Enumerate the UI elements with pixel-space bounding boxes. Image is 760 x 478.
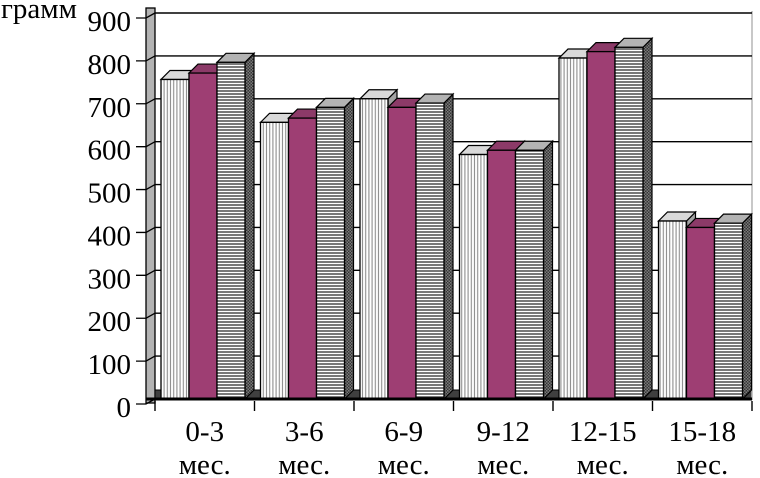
y-tick-100 [136, 355, 156, 362]
y-tick-500 [136, 183, 156, 191]
bar-s1-9-12 [458, 153, 489, 400]
bar-s3-0-3 [216, 61, 246, 400]
y-tick-label-900: 900 [88, 6, 132, 38]
bar-s2-0-3 [188, 72, 218, 400]
y-tick-label-600: 600 [88, 135, 132, 167]
y-tick-label-400: 400 [88, 220, 132, 252]
y-tick-label-100: 100 [88, 349, 132, 381]
y-tick-200 [136, 312, 156, 319]
x-category-unit-0-3: мес. [179, 449, 231, 478]
bar-s1-6-9 [359, 98, 389, 400]
bar-side-s3-15-18 [741, 212, 753, 401]
bar-s3-9-12 [514, 149, 545, 400]
bar-side-s3-0-3 [244, 51, 255, 401]
y-axis-unit-label: грамм [1, 0, 77, 25]
x-category-label-12-15: 12-15 [569, 416, 637, 448]
x-category-label-0-3: 0-3 [185, 416, 224, 448]
y-tick-900 [136, 12, 156, 19]
bar-s1-3-6 [259, 121, 290, 400]
bar-s3-6-9 [415, 102, 445, 400]
bar-s3-15-18 [713, 222, 744, 400]
y-tick-label-200: 200 [88, 306, 132, 338]
bar-side-s3-6-9 [443, 92, 454, 401]
bar-side-s3-12-15 [642, 36, 653, 401]
x-category-label-3-6: 3-6 [285, 416, 324, 448]
y-tick-0 [136, 398, 156, 405]
y-tick-800 [136, 55, 156, 62]
y-tick-label-700: 700 [88, 92, 132, 124]
bar-s2-6-9 [387, 106, 417, 400]
bar-s3-3-6 [315, 106, 346, 400]
x-category-unit-15-18: мес. [676, 449, 728, 478]
x-category-unit-9-12: мес. [477, 449, 529, 478]
bar-s1-15-18 [657, 220, 688, 400]
y-tick-label-800: 800 [88, 49, 132, 81]
y-tick-400 [136, 226, 156, 234]
y-tick-300 [136, 269, 156, 276]
bar-s2-9-12 [486, 149, 517, 400]
x-category-label-9-12: 9-12 [477, 416, 530, 448]
bar-side-s3-9-12 [542, 139, 554, 401]
bar-s2-15-18 [685, 226, 716, 400]
bar-s1-12-15 [558, 57, 588, 400]
y-tick-label-300: 300 [88, 263, 132, 295]
y-tick-label-0: 0 [117, 392, 132, 424]
y-tick-label-500: 500 [88, 178, 132, 210]
y-tick-600 [136, 141, 156, 148]
axis-wall [145, 7, 156, 404]
y-tick-700 [136, 98, 156, 105]
x-category-unit-6-9: мес. [378, 449, 430, 478]
x-category-label-6-9: 6-9 [384, 416, 423, 448]
x-category-unit-3-6: мес. [278, 449, 330, 478]
bar-s2-3-6 [287, 117, 318, 400]
bar-s1-0-3 [160, 78, 190, 400]
bar-side-s3-3-6 [343, 96, 355, 401]
x-category-unit-12-15: мес. [577, 449, 629, 478]
bar-s2-12-15 [586, 50, 616, 400]
bar-s3-12-15 [614, 46, 644, 400]
x-category-label-15-18: 15-18 [668, 416, 736, 448]
